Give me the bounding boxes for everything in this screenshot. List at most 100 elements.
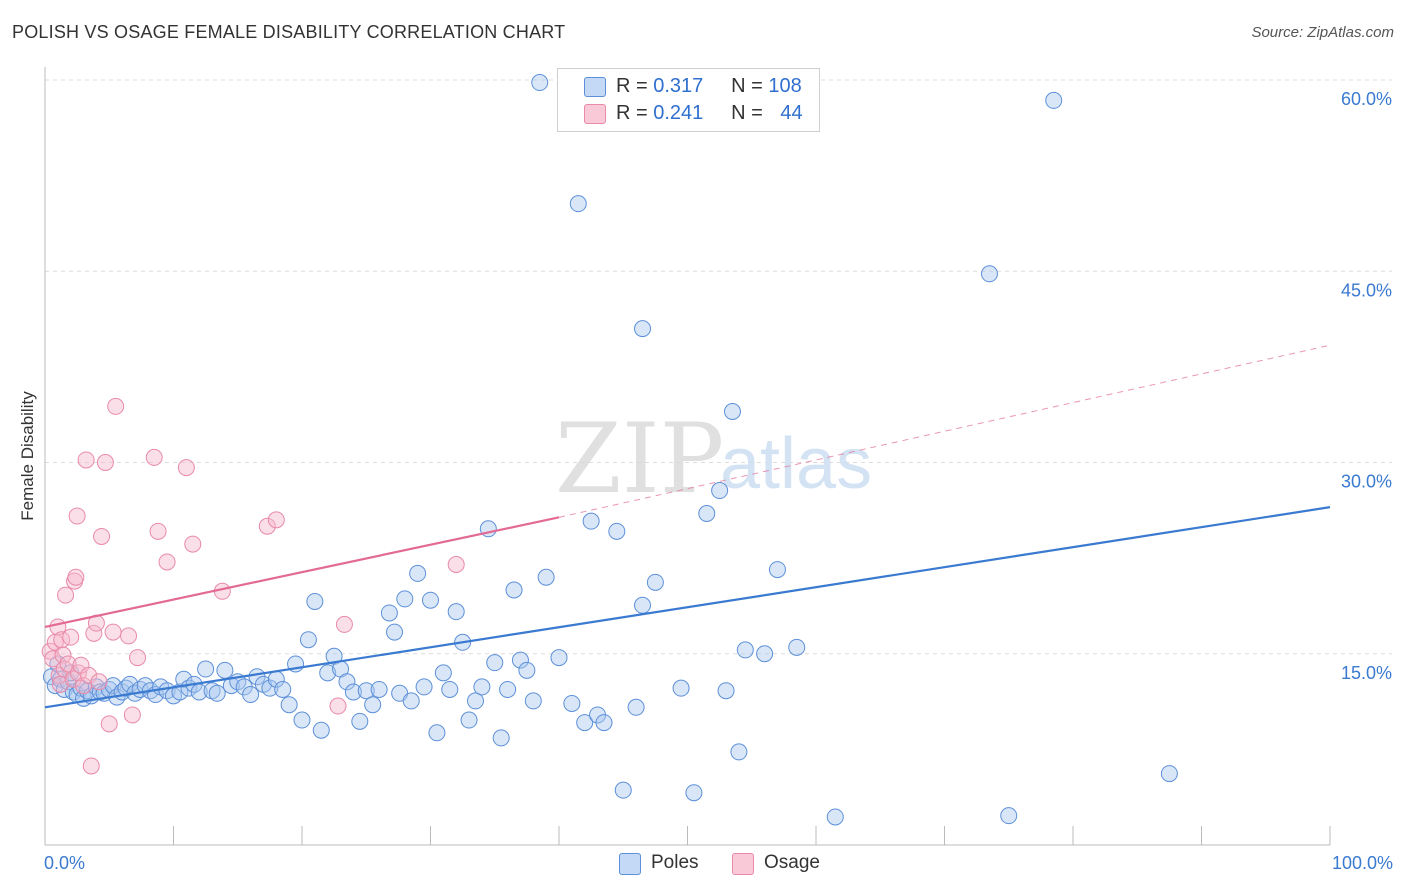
point-osage <box>149 522 167 540</box>
point-poles <box>216 661 234 679</box>
point-poles <box>344 683 362 701</box>
point-osage <box>93 527 111 545</box>
point-osage <box>80 666 98 684</box>
point-poles <box>685 784 703 802</box>
point-poles <box>980 265 998 283</box>
point-poles <box>672 679 690 697</box>
point-osage <box>329 697 347 715</box>
point-poles <box>312 721 330 739</box>
point-poles <box>1000 807 1018 825</box>
point-poles <box>595 714 613 732</box>
point-osage <box>129 649 147 667</box>
point-poles <box>299 631 317 649</box>
point-poles <box>711 482 729 500</box>
y-tick-label: 15.0% <box>1341 663 1392 683</box>
point-poles <box>646 573 664 591</box>
trendline-poles <box>44 506 1331 709</box>
trend-lines <box>44 344 1331 709</box>
point-poles <box>386 623 404 641</box>
axes <box>44 67 1331 846</box>
point-poles <box>1045 91 1063 109</box>
point-osage <box>44 650 62 668</box>
correlation-legend: R = 0.317 N = 108 R = 0.241 N = 44 <box>557 68 820 132</box>
point-poles <box>826 808 844 826</box>
point-osage <box>258 517 276 535</box>
point-poles <box>634 320 652 338</box>
point-osage <box>68 507 86 525</box>
point-poles <box>736 641 754 659</box>
point-poles <box>730 743 748 761</box>
point-osage <box>158 553 176 571</box>
point-poles <box>518 661 536 679</box>
point-osage <box>335 615 353 633</box>
point-poles <box>492 729 510 747</box>
point-poles <box>634 596 652 614</box>
point-osage <box>184 535 202 553</box>
data-points <box>41 74 1178 826</box>
point-poles <box>175 670 193 688</box>
point-poles <box>402 692 420 710</box>
point-poles <box>370 680 388 698</box>
point-poles <box>511 651 529 669</box>
point-osage <box>177 459 195 477</box>
point-poles <box>466 692 484 710</box>
point-osage <box>54 646 72 664</box>
legend-swatch-poles <box>584 77 606 97</box>
point-poles <box>447 603 465 621</box>
point-osage <box>447 556 465 573</box>
watermark-zip: ZIP <box>555 403 724 515</box>
point-osage <box>104 623 122 641</box>
point-poles <box>460 711 478 729</box>
point-poles <box>380 604 398 622</box>
point-poles <box>627 698 645 716</box>
point-poles <box>1160 765 1178 783</box>
point-poles <box>357 682 375 700</box>
point-poles <box>524 692 542 710</box>
source-label: Source: ZipAtlas.com <box>1251 24 1394 41</box>
point-osage <box>85 624 103 642</box>
point-poles <box>614 781 632 799</box>
point-poles <box>608 522 626 540</box>
point-poles <box>569 195 587 213</box>
legend-r-value: 0.317 <box>653 75 704 97</box>
legend-label-poles: Poles <box>651 852 699 873</box>
legend-r-label: R = <box>616 75 648 97</box>
chart-title: POLISH VS OSAGE FEMALE DISABILITY CORREL… <box>12 22 566 42</box>
point-poles <box>441 680 459 698</box>
point-poles <box>197 660 215 678</box>
point-poles <box>203 682 221 700</box>
y-tick-label: 45.0% <box>1341 280 1392 300</box>
point-poles <box>788 638 806 656</box>
tick-labels: 15.0% 30.0% 45.0% 60.0% 0.0% 100.0% <box>44 89 1393 873</box>
point-poles <box>563 694 581 712</box>
point-osage <box>77 451 95 469</box>
point-poles <box>208 684 226 702</box>
legend-n-value: 108 <box>768 75 802 97</box>
point-osage <box>67 568 85 586</box>
legend-n-label: N = <box>731 102 763 124</box>
y-tick-label: 30.0% <box>1341 472 1392 492</box>
legend-r-value: 0.241 <box>653 102 704 124</box>
grid-lines <box>45 79 1392 655</box>
series-legend: Poles Osage <box>0 851 1406 879</box>
point-osage <box>82 757 100 775</box>
legend-n-label: N = <box>731 75 763 97</box>
point-poles <box>409 564 427 582</box>
point-poles <box>293 711 311 729</box>
point-osage <box>123 706 141 724</box>
point-poles <box>428 724 446 742</box>
point-poles <box>582 512 600 530</box>
point-osage <box>107 397 125 415</box>
point-poles <box>415 678 433 696</box>
watermark: ZIP atlas <box>555 403 872 515</box>
point-poles <box>434 664 452 682</box>
y-axis-label: Female Disability <box>18 391 37 521</box>
point-poles <box>550 649 568 667</box>
point-poles <box>486 654 504 672</box>
point-poles <box>242 686 260 704</box>
point-poles <box>306 592 324 610</box>
point-poles <box>505 581 523 599</box>
point-poles <box>364 696 382 714</box>
point-osage <box>96 454 114 471</box>
